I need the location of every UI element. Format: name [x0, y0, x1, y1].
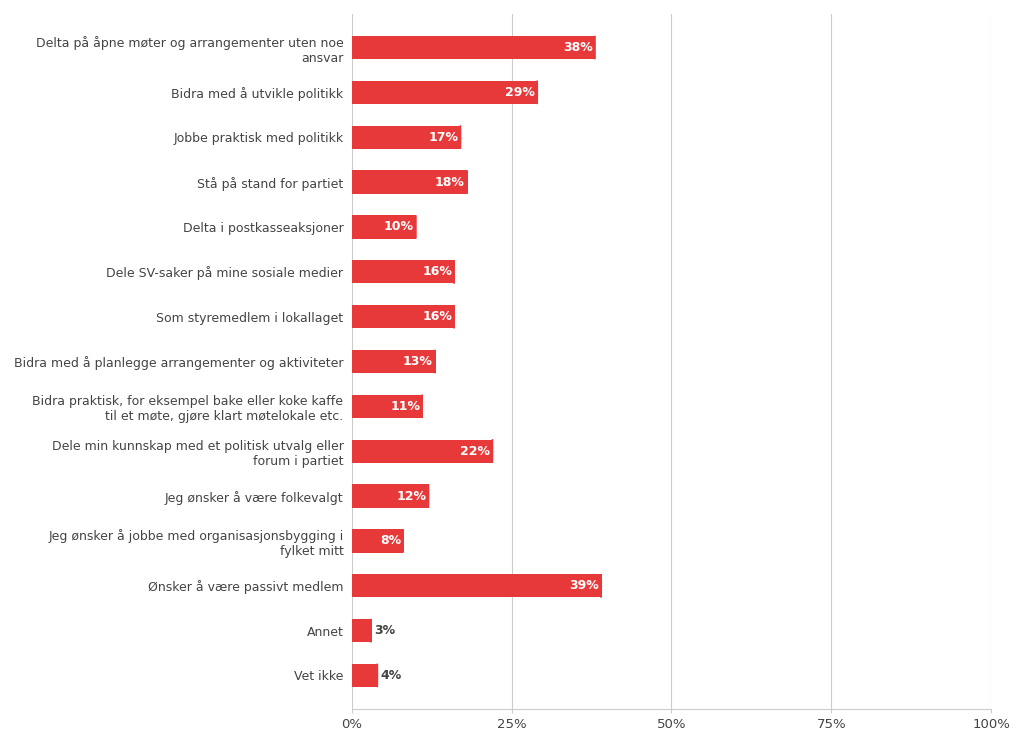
Text: 10%: 10%: [384, 221, 414, 233]
Bar: [351, 664, 377, 687]
Text: 38%: 38%: [563, 41, 593, 54]
Bar: [351, 619, 371, 642]
Bar: [351, 80, 538, 104]
Bar: [351, 305, 454, 329]
Text: 4%: 4%: [381, 669, 401, 682]
Text: 8%: 8%: [380, 534, 401, 548]
Bar: [351, 440, 493, 463]
Text: 16%: 16%: [422, 310, 453, 323]
Text: 22%: 22%: [461, 445, 490, 457]
Bar: [351, 484, 428, 507]
Text: 39%: 39%: [569, 580, 599, 592]
Text: 3%: 3%: [374, 624, 395, 637]
Bar: [351, 215, 416, 238]
Bar: [351, 126, 461, 149]
Text: 16%: 16%: [422, 265, 453, 279]
Bar: [351, 171, 467, 194]
Text: 18%: 18%: [435, 176, 465, 188]
Text: 17%: 17%: [428, 130, 459, 144]
Bar: [351, 395, 422, 418]
Text: 11%: 11%: [390, 400, 420, 413]
Text: 12%: 12%: [396, 489, 427, 503]
Text: 29%: 29%: [506, 86, 536, 99]
Text: 13%: 13%: [403, 355, 433, 368]
Bar: [351, 574, 601, 597]
Bar: [351, 260, 454, 283]
Bar: [351, 529, 402, 553]
Bar: [351, 350, 435, 373]
Bar: [351, 36, 595, 59]
